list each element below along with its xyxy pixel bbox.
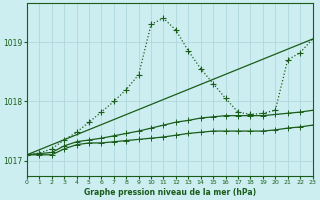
X-axis label: Graphe pression niveau de la mer (hPa): Graphe pression niveau de la mer (hPa) xyxy=(84,188,256,197)
